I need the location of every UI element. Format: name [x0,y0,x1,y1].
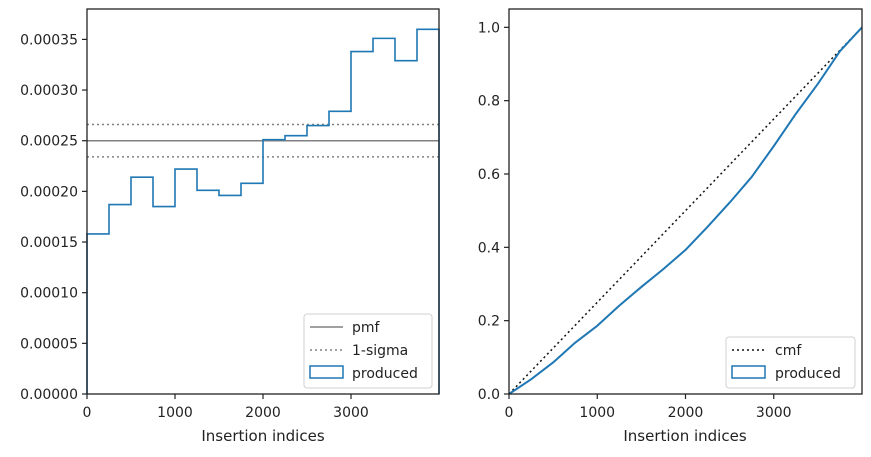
histogram-legend-box [303,313,433,389]
histogram-x-tick-label: 2000 [245,405,281,421]
legend-sigma-label: 1-sigma [352,343,408,359]
histogram-x-tick-label: 3000 [333,405,369,421]
legend-cumulative-produced-swatch [731,365,766,379]
histogram-legend: pmf 1-sigma produced [303,313,433,389]
cumulative-y-tick-label: 0.8 [478,94,500,110]
cumulative-x-tick-label: 1000 [579,405,615,421]
produced-cumulative-series [508,26,863,395]
cumulative-y-tick-label: 0.0 [478,387,500,403]
cumulative-plot-area [508,26,863,395]
histogram-panel: 0 1000 2000 3000 0.00000 0.00005 0.00010 0.0001… [20,8,440,445]
cumulative-y-tick-label: 0.4 [478,240,500,256]
legend-produced-swatch [309,365,344,379]
cumulative-axes: 0 1000 2000 3000 0.0 0.2 0.4 0.6 0.8 1.0 [478,20,792,421]
histogram-y-tick-label: 0.00025 [20,134,78,150]
cumulative-y-tick-label: 0.2 [478,314,500,330]
histogram-plot-area [86,28,440,394]
legend-cumulative-produced-label: produced [775,366,841,382]
histogram-y-tick-label: 0.00015 [20,235,78,251]
histogram-x-axis-label: Insertion indices [201,427,324,445]
cumulative-x-tick-label: 2000 [668,405,704,421]
legend-cmf-label: cmf [775,343,802,359]
cumulative-legend: cmf produced [725,336,856,389]
cumulative-x-tick-label: 0 [505,405,514,421]
produced-step-series [86,28,440,394]
histogram-y-tick-label: 0.00020 [20,184,78,200]
histogram-y-tick-label: 0.00030 [20,83,78,99]
legend-produced-label: produced [352,366,418,382]
histogram-x-tick-label: 0 [83,405,92,421]
histogram-axes: 0 1000 2000 3000 0.00000 0.00005 0.00010 0.0001… [20,32,369,421]
legend-pmf-label: pmf [352,320,381,336]
cumulative-x-axis-label: Insertion indices [623,427,746,445]
cumulative-x-tick-label: 3000 [756,405,792,421]
histogram-y-tick-label: 0.00000 [20,387,78,403]
histogram-y-tick-label: 0.00035 [20,32,78,48]
histogram-x-tick-label: 1000 [157,405,193,421]
cumulative-y-tick-label: 1.0 [478,20,500,36]
cumulative-panel: 0 1000 2000 3000 0.0 0.2 0.4 0.6 0.8 1.0 Insertio… [478,8,863,445]
histogram-y-tick-label: 0.00010 [20,286,78,302]
histogram-y-tick-label: 0.00005 [20,336,78,352]
cumulative-y-tick-label: 0.6 [478,167,500,183]
cumulative-frame [508,8,863,395]
